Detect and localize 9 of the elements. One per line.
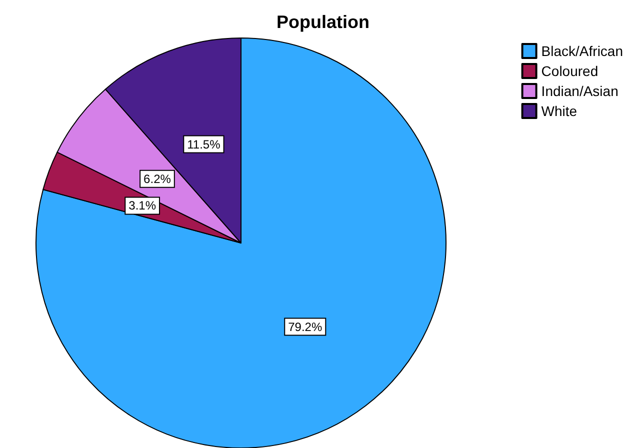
chart-title: Population — [276, 12, 370, 32]
data-label: 6.2% — [144, 172, 172, 186]
data-label: 11.5% — [187, 137, 221, 152]
data-label: 79.2% — [288, 320, 322, 334]
legend-label: Coloured — [541, 63, 598, 79]
legend-label: White — [541, 103, 578, 119]
legend-label: Indian/Asian — [541, 83, 618, 99]
data-label: 3.1% — [128, 198, 156, 213]
legend-label: Black/African — [541, 43, 624, 59]
